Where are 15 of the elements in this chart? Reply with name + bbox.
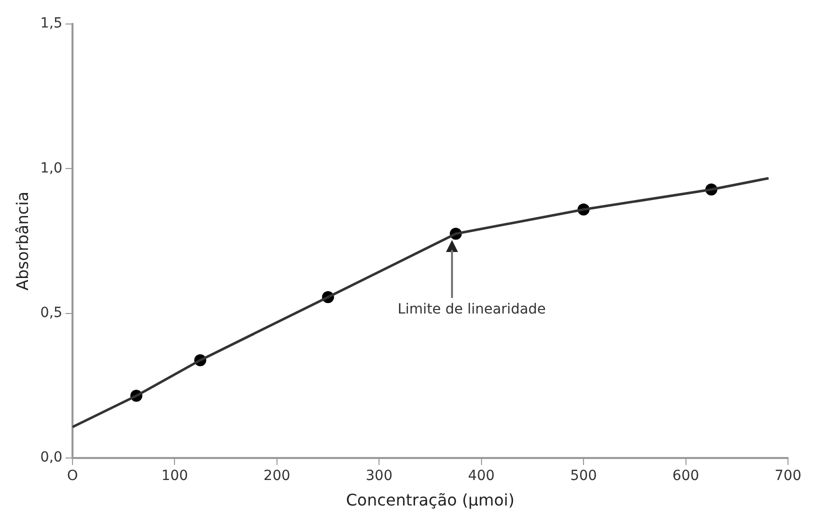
x-axis-title: Concentração (µmoi) [346,490,514,510]
y-axis-title: Absorbância [12,192,32,290]
y-tick-label: 0,0 [40,450,62,466]
x-tick-label: 100 [161,468,188,484]
x-tick-label: 300 [366,468,392,484]
annotation: Limite de linearidade [398,302,546,318]
y-tick-label: 0,5 [40,304,62,321]
x-tick-label: 500 [570,468,597,484]
x-tick-label: 600 [672,468,700,484]
x-tick-label: 400 [468,468,495,484]
x-tick-label: 200 [264,468,290,484]
y-tick-label: 1,5 [40,16,62,32]
x-tick-label: 700 [774,468,802,484]
x-tick-label: O [66,468,78,484]
y-tick-label: 1,0 [40,160,62,176]
